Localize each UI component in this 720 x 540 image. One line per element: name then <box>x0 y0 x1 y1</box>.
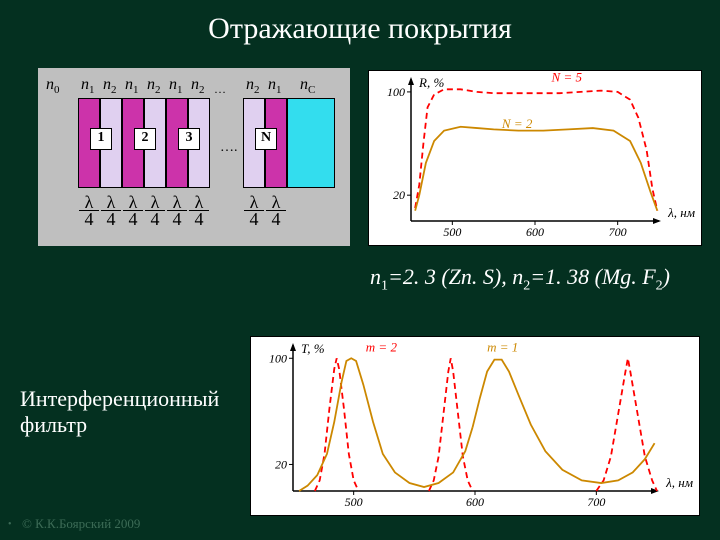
svg-text:500: 500 <box>443 225 461 239</box>
footer-bullet: • <box>8 519 12 530</box>
svg-text:600: 600 <box>466 495 484 509</box>
n-label: n2 <box>147 76 161 96</box>
svg-text:N = 2: N = 2 <box>501 116 533 131</box>
svg-text:100: 100 <box>269 351 287 365</box>
svg-text:λ, нм: λ, нм <box>667 205 695 220</box>
svg-text:N = 5: N = 5 <box>551 71 583 85</box>
pair-number: N <box>255 128 277 150</box>
svg-text:500: 500 <box>345 495 363 509</box>
svg-text:100: 100 <box>387 85 405 99</box>
n-label: n2 <box>103 76 117 96</box>
footer-copyright: © К.К.Боярский 2009 <box>22 516 140 532</box>
reflectance-chart: 500 600 700 20 100 R, % λ, нм N = 5 N = 2 <box>368 70 702 246</box>
n-label: n2 <box>246 76 260 96</box>
n-label: n1 <box>268 76 282 96</box>
transmittance-chart: 500 600 700 20 100 T, % λ, нм m = 2 m = 1 <box>250 336 700 516</box>
svg-text:m = 1: m = 1 <box>487 340 518 355</box>
lambda-over-4: λ4 <box>266 194 286 227</box>
svg-text:m = 2: m = 2 <box>366 340 398 355</box>
svg-text:20: 20 <box>393 188 405 202</box>
lambda-over-4: λ4 <box>79 194 99 227</box>
svg-text:T, %: T, % <box>301 341 325 356</box>
n-label: n1 <box>169 76 183 96</box>
lambda-over-4: λ4 <box>244 194 264 227</box>
svg-text:700: 700 <box>587 495 605 509</box>
svg-text:700: 700 <box>609 225 627 239</box>
svg-text:20: 20 <box>275 457 287 471</box>
lambda-over-4: λ4 <box>123 194 143 227</box>
pair-number: 1 <box>90 128 112 150</box>
n-label: n2 <box>191 76 205 96</box>
pair-number: 3 <box>178 128 200 150</box>
interf-line2: фильтр <box>20 412 219 438</box>
ellipsis-top: … <box>214 82 226 97</box>
interf-line1: Интерференционный <box>20 386 219 412</box>
svg-text:λ, нм: λ, нм <box>665 475 693 490</box>
slide-title: Отражающие покрытия <box>0 12 720 46</box>
layer-stripe <box>287 98 335 188</box>
n-label: n1 <box>125 76 139 96</box>
pair-number: 2 <box>134 128 156 150</box>
lambda-over-4: λ4 <box>167 194 187 227</box>
lambda-over-4: λ4 <box>145 194 165 227</box>
lambda-over-4: λ4 <box>189 194 209 227</box>
n-label: nC <box>300 76 315 96</box>
n-label: n1 <box>81 76 95 96</box>
interference-filter-label: Интерференционный фильтр <box>20 386 219 438</box>
lambda-over-4: λ4 <box>101 194 121 227</box>
svg-text:R, %: R, % <box>418 75 444 90</box>
ellipsis-mid: …. <box>220 140 238 156</box>
layer-stack-diagram: n0n1n2n1n2n1n2n2n1nC 123N λ4λ4λ4λ4λ4λ4λ4… <box>38 68 350 246</box>
materials-caption: n1=2. 3 (Zn. S), n2=1. 38 (Mg. F2) <box>370 264 670 294</box>
svg-text:600: 600 <box>526 225 544 239</box>
n-label: n0 <box>46 76 60 96</box>
